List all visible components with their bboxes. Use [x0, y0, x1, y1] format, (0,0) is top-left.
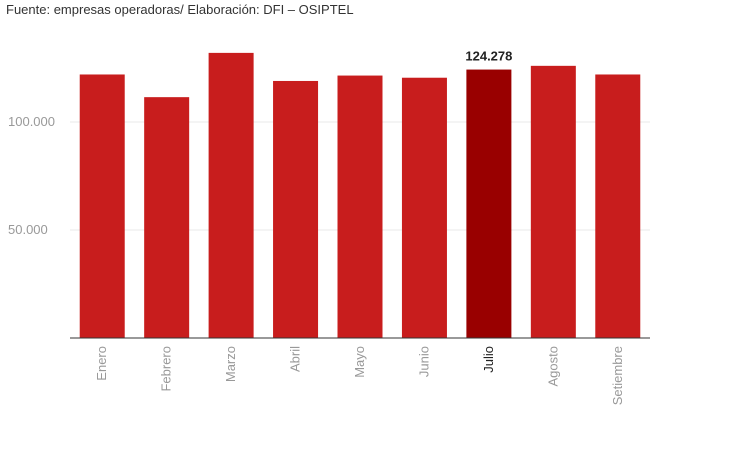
bar — [595, 74, 641, 338]
bar — [208, 52, 254, 338]
x-tick-label: Agosto — [545, 346, 560, 386]
x-tick-label: Julio — [481, 346, 496, 373]
x-tick-label: Abril — [288, 346, 303, 372]
bar — [337, 75, 383, 338]
bar — [144, 97, 190, 338]
x-tick-label: Mayo — [352, 346, 367, 378]
bar — [273, 80, 319, 339]
x-tick-label: Enero — [94, 346, 109, 381]
bar — [466, 69, 512, 339]
x-tick-label: Febrero — [159, 346, 174, 392]
source-note: Fuente: empresas operadoras/ Elaboración… — [6, 2, 354, 17]
bar — [530, 65, 576, 338]
y-tick-label: 100.000 — [8, 114, 55, 129]
data-label: 124.278 — [465, 49, 512, 64]
bar — [79, 74, 125, 338]
x-tick-label: Setiembre — [610, 346, 625, 405]
y-tick-label: 50.000 — [8, 222, 48, 237]
x-tick-label: Marzo — [223, 346, 238, 382]
bar — [401, 77, 447, 338]
x-tick-label: Junio — [416, 346, 431, 377]
